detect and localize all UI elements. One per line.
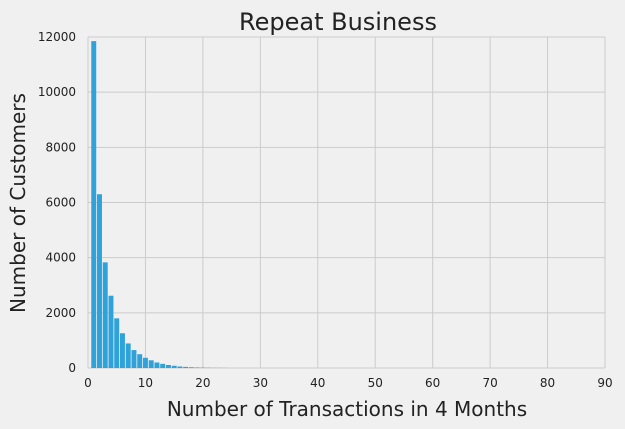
- histogram-bar: [154, 362, 160, 368]
- y-tick-label: 0: [68, 361, 76, 375]
- x-ticks: 0 10 20 30 40 50 60 70 80 90: [84, 376, 612, 390]
- histogram-bar: [148, 360, 154, 368]
- histogram-bar: [177, 366, 183, 368]
- histogram-bar: [142, 357, 148, 368]
- histogram-bar: [165, 364, 171, 368]
- x-tick-label: 40: [310, 376, 325, 390]
- x-tick-label: 20: [195, 376, 210, 390]
- x-tick-label: 60: [425, 376, 440, 390]
- histogram-bar: [194, 367, 200, 368]
- y-tick-label: 12000: [38, 30, 76, 44]
- y-axis-label: Number of Customers: [6, 93, 30, 313]
- x-tick-label: 80: [540, 376, 555, 390]
- histogram-bar: [125, 343, 131, 368]
- x-axis-label: Number of Transactions in 4 Months: [167, 397, 527, 421]
- y-tick-label: 6000: [45, 196, 76, 210]
- histogram-bar: [188, 367, 194, 368]
- x-tick-label: 90: [597, 376, 612, 390]
- histogram-bar: [131, 350, 137, 368]
- y-tick-label: 8000: [45, 140, 76, 154]
- histogram-bar: [137, 354, 143, 368]
- histogram-bar: [183, 366, 189, 368]
- histogram-bar: [119, 333, 125, 368]
- histogram-bar: [160, 363, 166, 368]
- histogram-bar: [102, 262, 108, 368]
- histogram-bar: [91, 41, 97, 368]
- y-tick-label: 2000: [45, 306, 76, 320]
- x-tick-label: 0: [84, 376, 92, 390]
- grid: [87, 36, 606, 369]
- histogram-bar: [108, 295, 114, 368]
- chart-title: Repeat Business: [239, 8, 437, 36]
- x-tick-label: 30: [253, 376, 268, 390]
- x-tick-label: 50: [368, 376, 383, 390]
- bars: [91, 41, 229, 368]
- y-tick-label: 4000: [45, 251, 76, 265]
- y-ticks: 0 2000 4000 6000 8000 10000 12000: [38, 30, 76, 375]
- histogram-bar: [171, 365, 177, 368]
- histogram-bar: [114, 318, 120, 368]
- x-tick-label: 70: [482, 376, 497, 390]
- y-tick-label: 10000: [38, 85, 76, 99]
- x-tick-label: 10: [138, 376, 153, 390]
- histogram-bar: [97, 194, 102, 368]
